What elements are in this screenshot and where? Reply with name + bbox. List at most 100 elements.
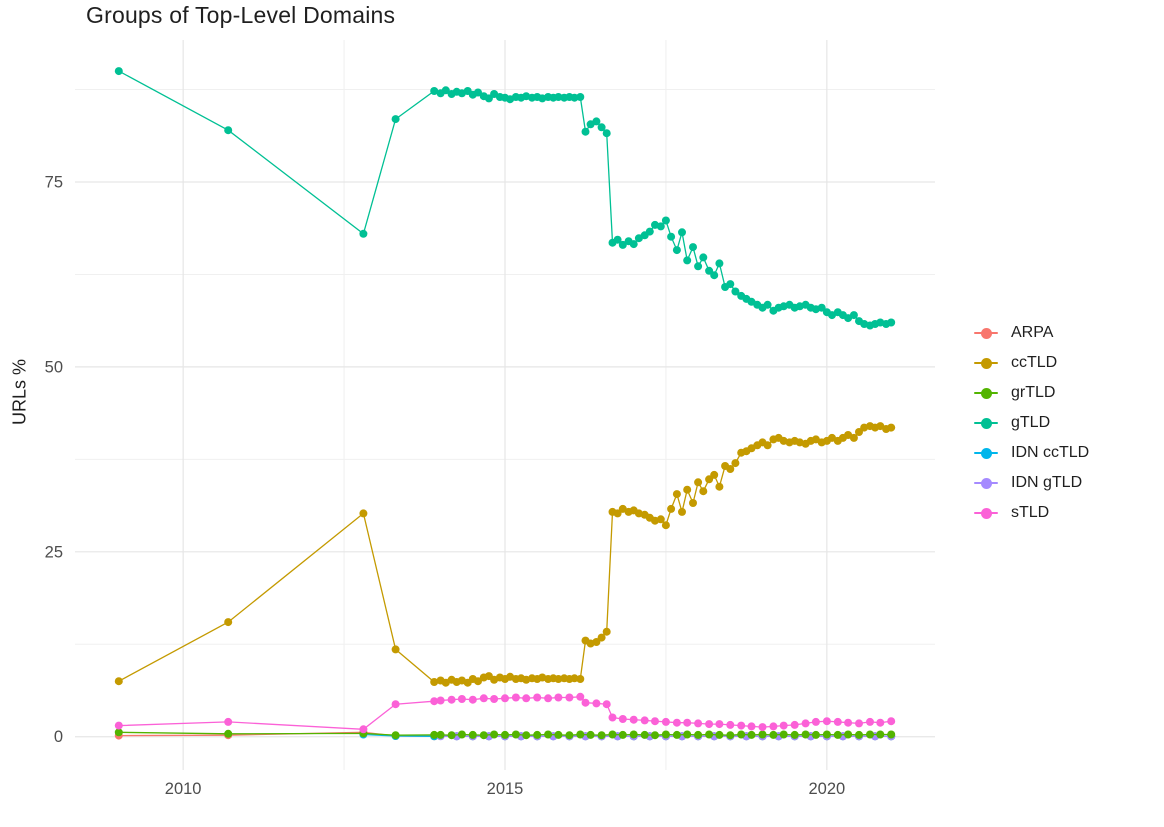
data-point — [618, 715, 627, 723]
data-point — [629, 730, 638, 739]
data-point — [474, 677, 482, 686]
data-point — [618, 240, 627, 249]
data-point — [737, 730, 746, 739]
data-point — [522, 694, 531, 703]
data-point — [656, 222, 665, 231]
data-point — [726, 720, 735, 729]
data-point — [758, 730, 767, 739]
data-point — [801, 730, 810, 739]
data-point — [887, 423, 896, 432]
data-point — [359, 509, 368, 518]
data-point — [779, 721, 788, 730]
legend-item-grtld: grTLD — [973, 378, 1089, 408]
data-point — [554, 730, 563, 739]
data-point — [790, 720, 799, 729]
data-point — [474, 88, 482, 97]
data-point — [656, 515, 665, 524]
data-point — [849, 433, 858, 442]
data-point — [586, 730, 595, 739]
data-point — [694, 478, 703, 487]
data-point — [763, 441, 772, 450]
data-point — [683, 718, 692, 727]
data-point — [710, 271, 719, 280]
data-point — [731, 459, 740, 468]
data-point — [689, 243, 697, 252]
data-point — [533, 730, 542, 739]
data-point — [822, 730, 831, 739]
data-point — [661, 521, 670, 530]
data-point — [844, 718, 853, 727]
data-point — [114, 67, 123, 76]
data-point — [629, 240, 638, 249]
data-point — [565, 731, 574, 740]
data-point — [726, 465, 735, 473]
data-point — [866, 717, 874, 726]
data-point — [876, 718, 885, 727]
data-point — [715, 720, 724, 729]
data-point — [224, 126, 233, 135]
legend-key-dot-icon — [973, 445, 999, 461]
y-axis-tick-labels: 0 25 50 75 — [45, 174, 63, 747]
data-point — [576, 730, 585, 739]
data-point — [817, 303, 826, 312]
series-stld — [114, 692, 896, 734]
data-point — [678, 507, 686, 516]
data-point — [501, 730, 509, 739]
data-point — [758, 723, 767, 732]
data-point — [554, 675, 563, 683]
data-point — [581, 698, 590, 707]
data-point — [114, 728, 123, 737]
data-point — [613, 509, 622, 518]
data-point — [391, 645, 400, 654]
x-tick-label: 2015 — [487, 780, 524, 798]
data-point — [849, 311, 858, 320]
data-point — [811, 730, 820, 739]
data-point — [715, 730, 724, 739]
data-point — [468, 695, 477, 704]
x-axis-tick-labels: 2010 2015 2020 — [165, 780, 845, 798]
legend-item-stld: sTLD — [973, 498, 1089, 528]
data-point — [554, 93, 563, 101]
data-point — [705, 730, 714, 739]
legend-key-dot-icon — [973, 385, 999, 401]
major-gridlines — [75, 40, 935, 770]
legend-key-dot-icon — [973, 415, 999, 431]
data-point — [790, 730, 799, 739]
data-point — [672, 490, 681, 499]
data-point — [661, 730, 670, 739]
data-point — [866, 730, 874, 739]
data-point — [597, 123, 606, 132]
data-point — [602, 627, 611, 636]
legend-label: ARPA — [1011, 324, 1054, 341]
data-point — [533, 693, 542, 702]
legend-label: IDN gTLD — [1011, 474, 1083, 491]
series-cctld — [114, 422, 896, 687]
data-point — [430, 87, 439, 95]
data-point — [597, 633, 606, 642]
legend-label: sTLD — [1011, 504, 1050, 521]
data-point — [436, 696, 445, 705]
data-point — [224, 618, 233, 627]
x-tick-label: 2020 — [808, 780, 845, 798]
data-point — [224, 717, 233, 726]
data-point — [430, 697, 439, 706]
data-point — [699, 487, 708, 496]
data-point — [479, 694, 488, 703]
data-point — [430, 730, 439, 739]
data-point — [651, 731, 659, 740]
data-point — [672, 246, 681, 255]
data-point — [522, 731, 531, 740]
data-point — [576, 692, 585, 701]
data-point — [479, 731, 488, 740]
data-point — [667, 232, 676, 241]
data-point — [672, 730, 681, 739]
series-grtld — [114, 728, 896, 740]
y-tick-label: 0 — [54, 728, 63, 746]
legend-key-dot-icon — [973, 505, 999, 521]
data-point — [511, 693, 520, 702]
data-point — [436, 730, 445, 739]
legend-label: IDN ccTLD — [1011, 444, 1090, 461]
data-point — [887, 730, 896, 739]
data-point — [683, 256, 692, 265]
